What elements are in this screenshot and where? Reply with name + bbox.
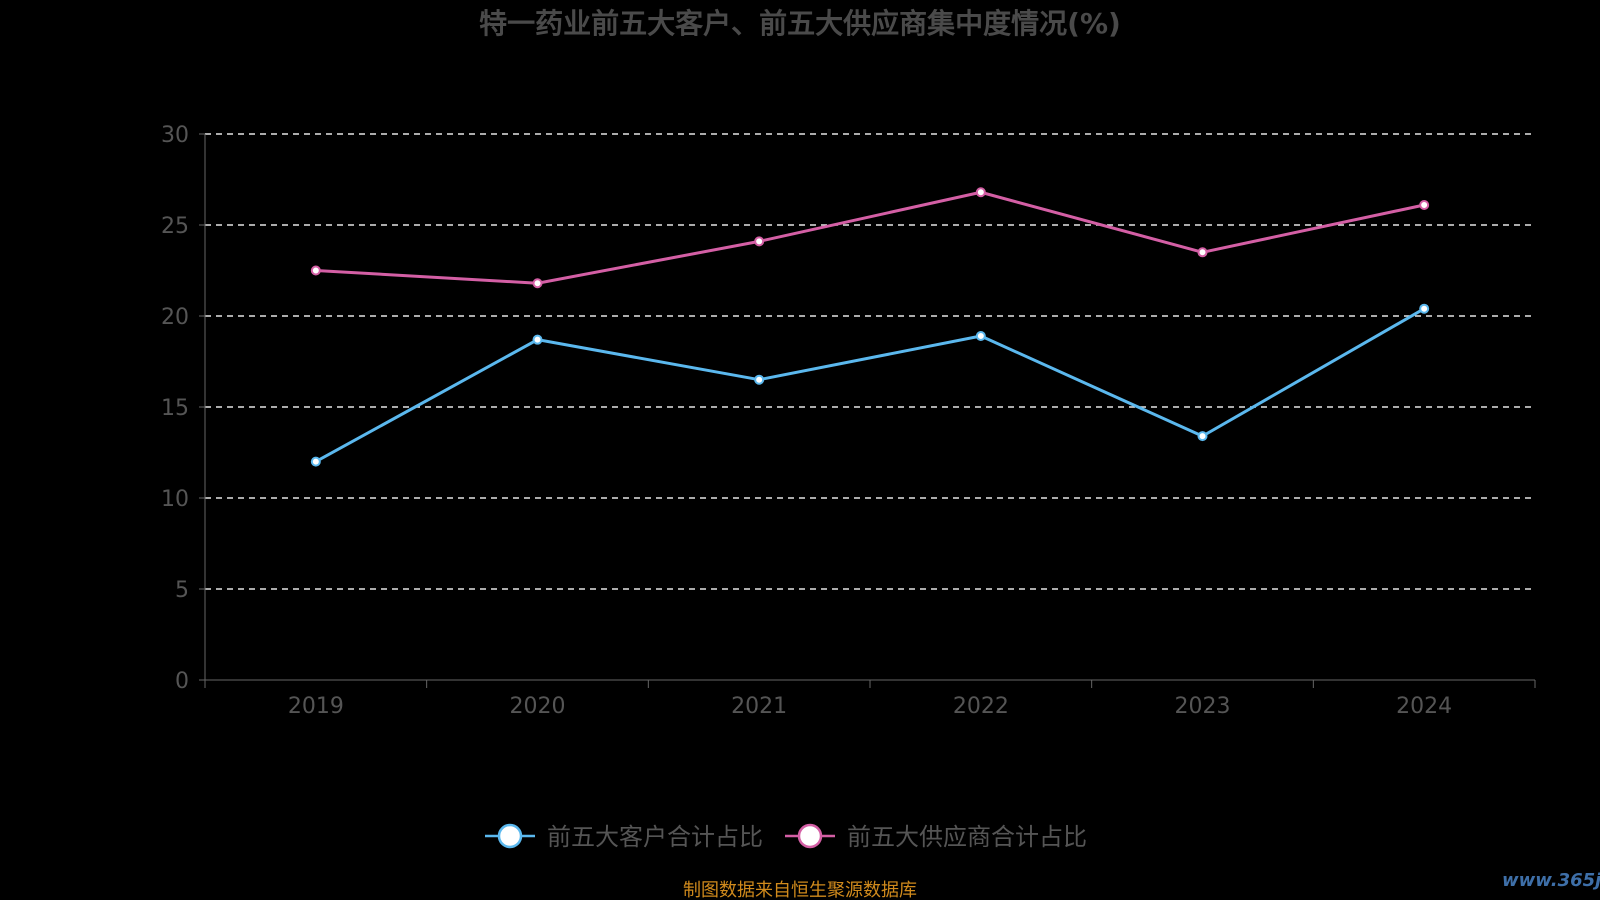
data-point[interactable] bbox=[754, 236, 765, 247]
gridlines bbox=[205, 133, 1535, 590]
source-note: 制图数据来自恒生聚源数据库 bbox=[683, 880, 917, 900]
y-tick-label: 30 bbox=[161, 123, 189, 148]
y-tick-label: 0 bbox=[175, 669, 189, 694]
x-tick-label: 2023 bbox=[1175, 694, 1231, 719]
data-point[interactable] bbox=[310, 456, 321, 467]
legend[interactable]: 前五大客户合计占比 前五大供应商合计占比 bbox=[485, 823, 1087, 851]
series-group bbox=[310, 187, 1430, 467]
data-point[interactable] bbox=[532, 334, 543, 345]
y-tick-label: 5 bbox=[175, 578, 189, 603]
y-tick-label: 25 bbox=[161, 214, 189, 239]
legend-item-1[interactable]: 前五大客户合计占比 bbox=[485, 823, 763, 851]
data-point[interactable] bbox=[975, 187, 986, 198]
y-tick-label: 15 bbox=[161, 396, 189, 421]
data-point[interactable] bbox=[1197, 431, 1208, 442]
chart-title: 特一药业前五大客户、前五大供应商集中度情况(%) bbox=[479, 7, 1121, 40]
series-line-2 bbox=[315, 190, 1425, 285]
y-tick-label: 10 bbox=[161, 487, 189, 512]
data-point[interactable] bbox=[1197, 247, 1208, 258]
x-tick-label: 2024 bbox=[1396, 694, 1452, 719]
x-tick-label: 2020 bbox=[510, 694, 566, 719]
x-tick-label: 2019 bbox=[288, 694, 344, 719]
watermark: www.365jz.com bbox=[1502, 870, 1600, 891]
data-point[interactable] bbox=[1419, 199, 1430, 210]
legend-marker bbox=[797, 823, 823, 849]
x-tick-label: 2022 bbox=[953, 694, 1009, 719]
legend-label: 前五大供应商合计占比 bbox=[847, 823, 1087, 851]
series-line-1 bbox=[315, 307, 1425, 463]
data-point[interactable] bbox=[310, 265, 321, 276]
y-tick-label: 20 bbox=[161, 305, 189, 330]
axes: 0 5 10 15 20 25 30 2019 2020 2021 2022 2023 2024 bbox=[161, 123, 1536, 719]
x-tick-label: 2021 bbox=[731, 694, 787, 719]
data-point[interactable] bbox=[1419, 303, 1430, 314]
data-point[interactable] bbox=[754, 374, 765, 385]
data-point[interactable] bbox=[532, 278, 543, 289]
legend-label: 前五大客户合计占比 bbox=[547, 823, 763, 851]
legend-item-2[interactable]: 前五大供应商合计占比 bbox=[785, 823, 1087, 851]
data-point[interactable] bbox=[975, 331, 986, 342]
legend-marker bbox=[497, 823, 523, 849]
